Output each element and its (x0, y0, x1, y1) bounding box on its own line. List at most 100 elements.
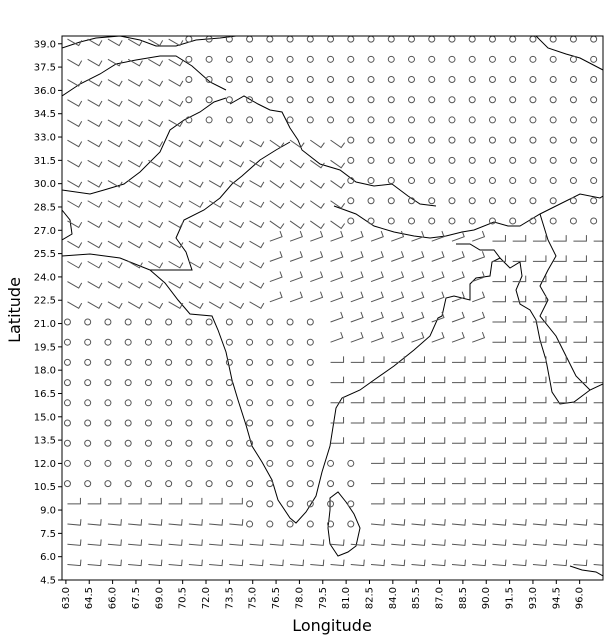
y-tick-label: 31.5 (34, 156, 56, 167)
x-tick-label: 76.5 (271, 587, 282, 609)
calm-wind-circle (549, 217, 557, 225)
calm-wind-circle (529, 197, 537, 205)
calm-wind-circle (63, 439, 71, 447)
wind-barb (249, 539, 264, 546)
wind-barb (492, 235, 506, 242)
y-tick-label: 18.0 (34, 366, 56, 377)
calm-wind-circle (367, 177, 375, 185)
wind-barb (269, 200, 285, 209)
wind-barb (532, 275, 547, 283)
wind-barb (512, 539, 527, 546)
coastline (456, 243, 501, 259)
calm-wind-circle (468, 55, 476, 63)
calm-wind-circle (488, 197, 496, 205)
wind-barb (451, 519, 466, 526)
wind-barb (310, 220, 325, 230)
calm-wind-circle (428, 136, 436, 144)
calm-wind-circle (428, 156, 436, 164)
wind-barb (350, 251, 364, 262)
wind-barb (208, 220, 224, 229)
calm-wind-circle (165, 419, 173, 427)
wind-barb (87, 139, 103, 148)
calm-wind-circle (205, 55, 213, 63)
calm-wind-circle (306, 459, 314, 467)
calm-wind-circle (347, 116, 355, 124)
wind-barb (431, 437, 446, 444)
calm-wind-circle (327, 480, 335, 488)
plot-frame (61, 35, 604, 581)
wind-barb (553, 457, 567, 464)
wind-barb (168, 200, 184, 208)
wind-barb (208, 180, 224, 188)
wind-barb (87, 497, 102, 505)
wind-barb (289, 230, 303, 242)
wind-barb (107, 559, 122, 567)
calm-wind-circle (387, 156, 395, 164)
calm-wind-circle (509, 96, 517, 104)
wind-barb (370, 311, 384, 323)
wind-barb (229, 240, 245, 249)
calm-wind-circle (185, 76, 193, 84)
wind-barb (553, 417, 567, 424)
calm-wind-circle (529, 76, 537, 84)
wind-barb (391, 519, 406, 526)
wind-barb (472, 230, 486, 242)
wind-barb (269, 271, 283, 283)
calm-wind-circle (225, 96, 233, 104)
wind-barb (107, 200, 123, 208)
calm-wind-circle (327, 500, 335, 508)
calm-wind-circle (569, 177, 577, 185)
wind-barb (593, 462, 603, 464)
wind-barb (512, 295, 527, 303)
y-tick-label: 21.0 (34, 319, 56, 330)
wind-barb (128, 497, 142, 505)
wind-barb (127, 58, 143, 67)
calm-wind-circle (63, 459, 71, 467)
x-tick-label: 96.0 (575, 587, 586, 609)
calm-wind-circle (205, 76, 213, 84)
calm-wind-circle (306, 338, 314, 346)
wind-barb (188, 539, 203, 546)
wind-barb (370, 519, 386, 526)
wind-barb (249, 281, 265, 289)
calm-wind-circle (569, 136, 577, 144)
wind-barb (107, 519, 122, 526)
calm-wind-circle (327, 55, 335, 63)
wind-barb (87, 260, 103, 269)
wind-barb (391, 356, 405, 363)
calm-wind-circle (590, 55, 598, 63)
x-tick-label: 79.5 (318, 587, 329, 609)
wind-barb (451, 271, 465, 283)
calm-wind-circle (327, 520, 335, 528)
wind-barb (350, 331, 364, 343)
wind-barb (290, 559, 305, 567)
wind-barb (472, 376, 486, 384)
wind-barb (593, 402, 603, 404)
y-tick-label: 6.0 (40, 552, 56, 563)
calm-wind-circle (246, 96, 254, 104)
calm-wind-circle (408, 156, 416, 164)
wind-barb (370, 291, 384, 303)
calm-wind-circle (165, 318, 173, 326)
x-tick-label: 81.0 (341, 587, 352, 609)
x-tick-label: 64.5 (84, 587, 95, 609)
wind-barb (148, 497, 162, 505)
wind-barb (472, 311, 486, 323)
wind-barb (330, 417, 345, 424)
wind-barb (532, 477, 547, 485)
calm-wind-circle (306, 116, 314, 124)
calm-wind-circle (448, 116, 456, 124)
calm-wind-circle (225, 358, 233, 366)
wind-barb (209, 539, 224, 546)
calm-wind-circle (63, 480, 71, 488)
wind-barb (553, 315, 567, 323)
calm-wind-circle (124, 338, 132, 346)
wind-barb (330, 559, 345, 567)
wind-barb (573, 519, 588, 526)
calm-wind-circle (387, 197, 395, 205)
wind-barb (168, 79, 184, 87)
wind-barb (87, 99, 103, 107)
calm-wind-circle (387, 116, 395, 124)
calm-wind-circle (347, 500, 355, 508)
wind-barb (127, 200, 143, 208)
